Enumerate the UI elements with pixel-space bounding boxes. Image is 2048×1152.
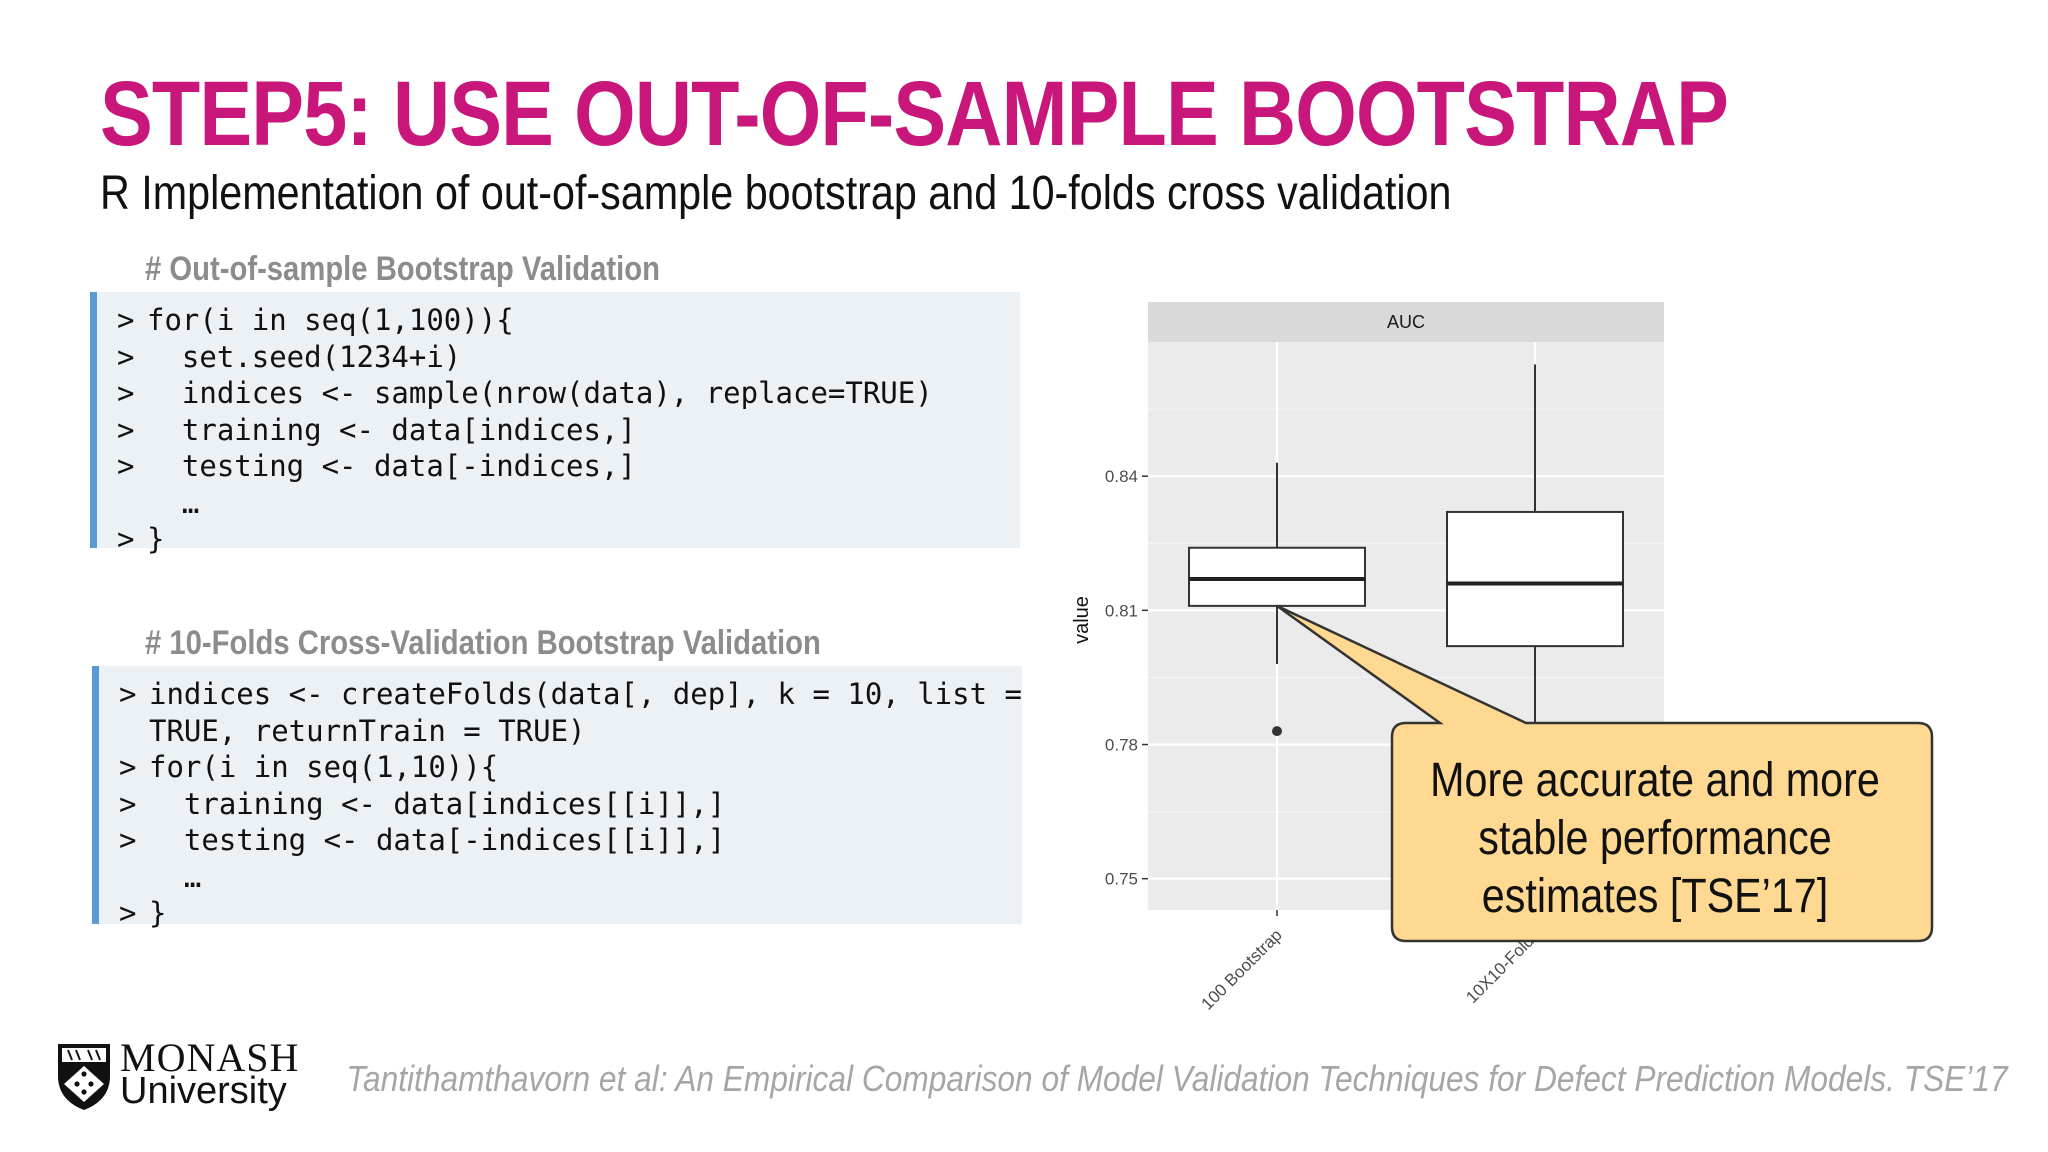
y-tick-label: 0.75 [1105, 870, 1138, 889]
code-line: >} [119, 895, 166, 931]
code-line: > for(i in seq(1,100)){ [117, 302, 514, 338]
callout-line: More accurate and more [1430, 754, 1880, 807]
box-iqr [1446, 510, 1624, 648]
code-line: >} [117, 521, 164, 557]
code-block-bootstrap: > for(i in seq(1,100)){> set.seed(1234+i)… [90, 292, 1020, 556]
code-text: indices <- sample(nrow(data), replace=TR… [147, 376, 933, 410]
callout-text: More accurate and more stable performanc… [1427, 752, 1883, 926]
code-text: testing <- data[-indices,] [147, 449, 636, 483]
code-line: > training <- data[indices,] [117, 412, 636, 448]
chart-strip [1148, 302, 1664, 342]
box-iqr [1188, 546, 1366, 607]
code-text: … [149, 859, 202, 894]
code-prompt: > [117, 376, 135, 410]
code-prompt: > [117, 339, 135, 374]
code-text: TRUE, returnTrain = TRUE) [149, 713, 586, 748]
callout-shape [1276, 604, 1934, 943]
code-text: } [149, 896, 167, 930]
code-text: testing <- data[-indices[[i]],] [149, 823, 726, 857]
chart-y-axis-title: value [1071, 596, 1093, 644]
code-heading-cv: # 10-Folds Cross-Validation Bootstrap Va… [145, 624, 821, 662]
citation: Tantithamthavorn et al: An Empirical Com… [346, 1058, 2008, 1099]
code-text: training <- data[indices[[i]],] [149, 786, 726, 821]
code-line: … [117, 485, 199, 521]
y-tick-label: 0.81 [1105, 601, 1138, 620]
code-prompt: > [117, 303, 135, 337]
code-prompt: > [119, 786, 137, 821]
code-line: > testing <- data[-indices,] [117, 448, 636, 484]
code-text: training <- data[indices,] [147, 412, 636, 447]
chart-boxes [1188, 364, 1624, 745]
code-prompt: > [117, 412, 135, 447]
box-outlier [1272, 726, 1282, 737]
code-text: indices <- createFolds(data[, dep], k = … [149, 677, 1022, 711]
code-text: for(i in seq(1,10)){ [149, 750, 499, 784]
code-heading-bootstrap: # Out-of-sample Bootstrap Validation [145, 250, 661, 288]
code-line: > indices <- createFolds(data[, dep], k =… [119, 676, 1022, 712]
code-line: > testing <- data[-indices[[i]],] [119, 822, 725, 858]
callout-line: estimates [TSE’17] [1481, 870, 1829, 923]
monash-crest-icon [58, 1044, 110, 1110]
code-text: … [147, 485, 200, 520]
code-text: } [147, 522, 165, 556]
code-block-cv: > indices <- createFolds(data[, dep], k =… [92, 666, 1022, 930]
callout-line: stable performance [1478, 812, 1832, 865]
code-prompt: > [119, 823, 137, 857]
code-prompt: > [119, 750, 137, 784]
code-prompt: > [119, 677, 137, 711]
chart-facet-label: AUC [1387, 312, 1425, 332]
code-prompt: > [119, 896, 137, 930]
code-line: > for(i in seq(1,10)){ [119, 749, 498, 785]
slide-title: STEP5: USE OUT-OF-SAMPLE BOOTSTRAP [100, 63, 1729, 165]
code-line: > set.seed(1234+i) [117, 339, 461, 375]
code-line: … [119, 859, 201, 895]
logo-subtext: University [120, 1070, 287, 1112]
y-tick-label: 0.84 [1105, 467, 1138, 486]
code-prompt: > [117, 449, 135, 483]
code-text: for(i in seq(1,100)){ [147, 303, 514, 337]
y-tick-label: 0.78 [1105, 736, 1138, 755]
code-line: > indices <- sample(nrow(data), replace=… [117, 375, 933, 411]
code-line: TRUE, returnTrain = TRUE) [119, 713, 586, 749]
chart-y-axis: 0.75 0.78 0.81 0.84 [1105, 467, 1148, 889]
code-line: > training <- data[indices[[i]],] [119, 786, 725, 822]
slide-subtitle: R Implementation of out-of-sample bootst… [100, 167, 1452, 220]
callout-box [1276, 604, 1934, 943]
code-text: set.seed(1234+i) [147, 339, 462, 374]
logo-wordmark: MONASH [120, 1035, 300, 1080]
code-prompt: > [117, 522, 135, 556]
